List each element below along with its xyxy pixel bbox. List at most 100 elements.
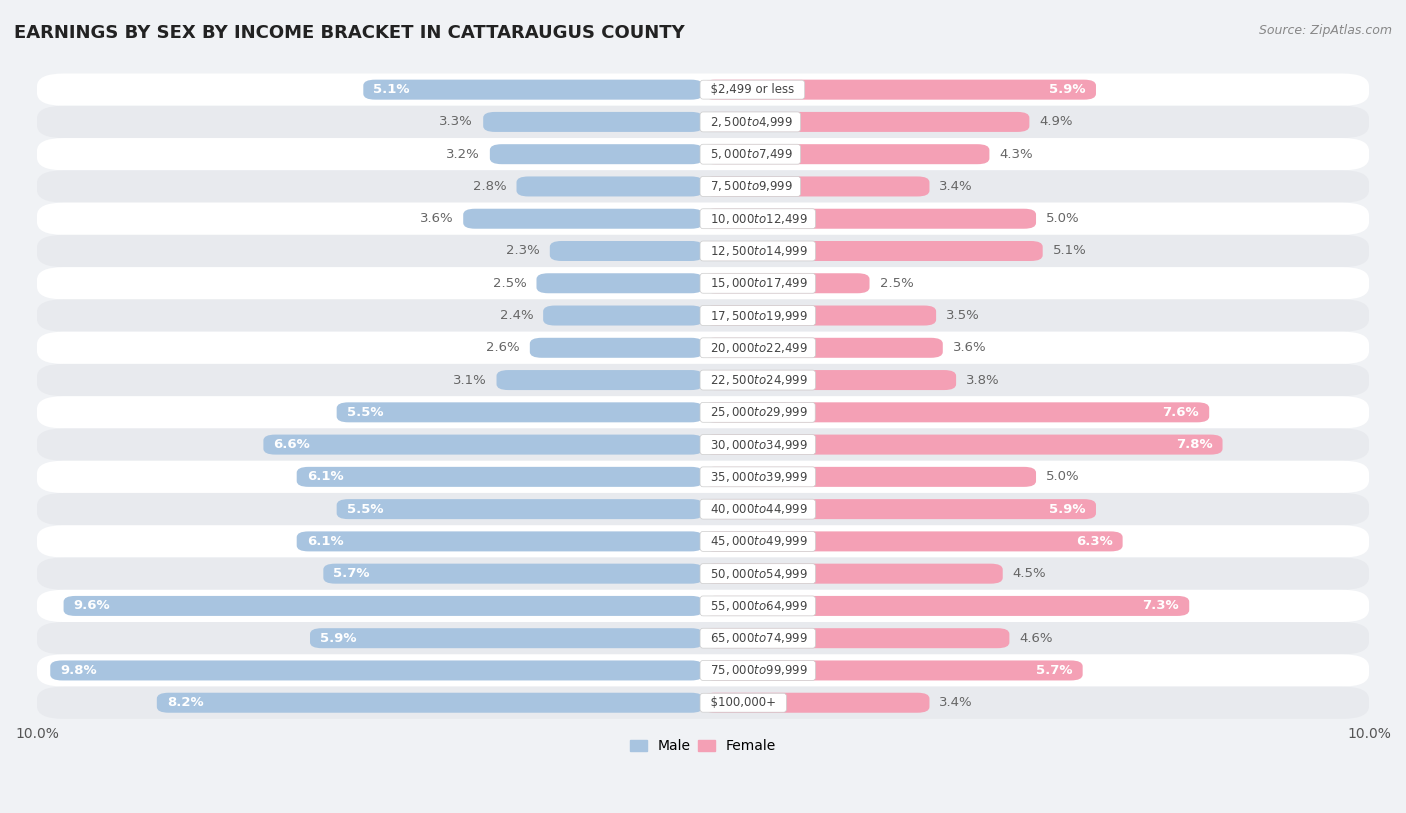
FancyBboxPatch shape (703, 306, 936, 325)
Text: 4.3%: 4.3% (1000, 148, 1033, 161)
Text: $50,000 to $54,999: $50,000 to $54,999 (703, 567, 813, 580)
FancyBboxPatch shape (311, 628, 703, 648)
FancyBboxPatch shape (543, 306, 703, 325)
FancyBboxPatch shape (37, 267, 1369, 299)
FancyBboxPatch shape (37, 622, 1369, 654)
Text: $65,000 to $74,999: $65,000 to $74,999 (703, 631, 813, 646)
Text: $22,500 to $24,999: $22,500 to $24,999 (703, 373, 813, 387)
FancyBboxPatch shape (703, 660, 1083, 680)
Text: 2.6%: 2.6% (486, 341, 520, 354)
Text: 5.0%: 5.0% (1046, 471, 1080, 484)
FancyBboxPatch shape (37, 299, 1369, 332)
FancyBboxPatch shape (37, 461, 1369, 493)
Text: 3.2%: 3.2% (446, 148, 479, 161)
FancyBboxPatch shape (703, 337, 943, 358)
Text: 5.5%: 5.5% (347, 502, 384, 515)
Text: 5.7%: 5.7% (333, 567, 370, 580)
Text: EARNINGS BY SEX BY INCOME BRACKET IN CATTARAUGUS COUNTY: EARNINGS BY SEX BY INCOME BRACKET IN CAT… (14, 24, 685, 42)
FancyBboxPatch shape (703, 693, 929, 713)
Text: $100,000+: $100,000+ (703, 696, 783, 709)
FancyBboxPatch shape (703, 499, 1095, 520)
Text: 2.8%: 2.8% (472, 180, 506, 193)
Text: 6.6%: 6.6% (273, 438, 311, 451)
FancyBboxPatch shape (703, 435, 1223, 454)
FancyBboxPatch shape (37, 493, 1369, 525)
FancyBboxPatch shape (297, 532, 703, 551)
FancyBboxPatch shape (263, 435, 703, 454)
Text: $35,000 to $39,999: $35,000 to $39,999 (703, 470, 813, 484)
Text: 3.6%: 3.6% (419, 212, 453, 225)
FancyBboxPatch shape (537, 273, 703, 293)
FancyBboxPatch shape (37, 202, 1369, 235)
Text: $30,000 to $34,999: $30,000 to $34,999 (703, 437, 813, 451)
FancyBboxPatch shape (323, 563, 703, 584)
FancyBboxPatch shape (37, 654, 1369, 687)
FancyBboxPatch shape (37, 558, 1369, 589)
FancyBboxPatch shape (530, 337, 703, 358)
FancyBboxPatch shape (37, 171, 1369, 202)
FancyBboxPatch shape (37, 235, 1369, 267)
FancyBboxPatch shape (703, 176, 929, 197)
FancyBboxPatch shape (550, 241, 703, 261)
FancyBboxPatch shape (703, 596, 1189, 616)
FancyBboxPatch shape (496, 370, 703, 390)
Text: 5.5%: 5.5% (347, 406, 384, 419)
FancyBboxPatch shape (703, 209, 1036, 228)
Text: 3.1%: 3.1% (453, 373, 486, 386)
FancyBboxPatch shape (37, 525, 1369, 558)
Text: 3.5%: 3.5% (946, 309, 980, 322)
Text: 5.0%: 5.0% (1046, 212, 1080, 225)
FancyBboxPatch shape (363, 80, 703, 100)
Text: Source: ZipAtlas.com: Source: ZipAtlas.com (1258, 24, 1392, 37)
Text: 6.1%: 6.1% (307, 535, 343, 548)
Text: 9.6%: 9.6% (73, 599, 110, 612)
Text: $2,499 or less: $2,499 or less (703, 83, 801, 96)
Text: 2.5%: 2.5% (880, 276, 914, 289)
FancyBboxPatch shape (37, 73, 1369, 106)
FancyBboxPatch shape (489, 144, 703, 164)
Text: 5.1%: 5.1% (374, 83, 409, 96)
Text: 3.8%: 3.8% (966, 373, 1000, 386)
FancyBboxPatch shape (703, 370, 956, 390)
Text: $25,000 to $29,999: $25,000 to $29,999 (703, 406, 813, 420)
Text: 5.9%: 5.9% (1049, 502, 1085, 515)
Text: $2,500 to $4,999: $2,500 to $4,999 (703, 115, 797, 129)
Text: 5.9%: 5.9% (321, 632, 357, 645)
Text: 4.5%: 4.5% (1012, 567, 1046, 580)
Text: 5.7%: 5.7% (1036, 664, 1073, 677)
Text: 3.3%: 3.3% (440, 115, 474, 128)
Text: 7.8%: 7.8% (1175, 438, 1212, 451)
Text: 8.2%: 8.2% (167, 696, 204, 709)
FancyBboxPatch shape (37, 589, 1369, 622)
Text: $75,000 to $99,999: $75,000 to $99,999 (703, 663, 813, 677)
Text: $15,000 to $17,499: $15,000 to $17,499 (703, 276, 813, 290)
FancyBboxPatch shape (51, 660, 703, 680)
FancyBboxPatch shape (703, 402, 1209, 422)
FancyBboxPatch shape (37, 687, 1369, 719)
FancyBboxPatch shape (37, 428, 1369, 461)
Text: 9.8%: 9.8% (60, 664, 97, 677)
FancyBboxPatch shape (516, 176, 703, 197)
FancyBboxPatch shape (703, 112, 1029, 132)
FancyBboxPatch shape (484, 112, 703, 132)
FancyBboxPatch shape (157, 693, 703, 713)
Text: $12,500 to $14,999: $12,500 to $14,999 (703, 244, 813, 258)
FancyBboxPatch shape (336, 499, 703, 520)
Text: 2.5%: 2.5% (492, 276, 526, 289)
Text: $10,000 to $12,499: $10,000 to $12,499 (703, 211, 813, 226)
Text: 3.4%: 3.4% (939, 696, 973, 709)
FancyBboxPatch shape (63, 596, 703, 616)
Text: 7.3%: 7.3% (1143, 599, 1180, 612)
FancyBboxPatch shape (703, 241, 1043, 261)
FancyBboxPatch shape (37, 364, 1369, 396)
Text: 4.6%: 4.6% (1019, 632, 1053, 645)
FancyBboxPatch shape (336, 402, 703, 422)
Text: 7.6%: 7.6% (1163, 406, 1199, 419)
FancyBboxPatch shape (703, 273, 869, 293)
FancyBboxPatch shape (703, 532, 1122, 551)
Text: 2.3%: 2.3% (506, 245, 540, 258)
FancyBboxPatch shape (37, 332, 1369, 364)
Text: 3.4%: 3.4% (939, 180, 973, 193)
FancyBboxPatch shape (703, 144, 990, 164)
Legend: Male, Female: Male, Female (624, 734, 782, 759)
